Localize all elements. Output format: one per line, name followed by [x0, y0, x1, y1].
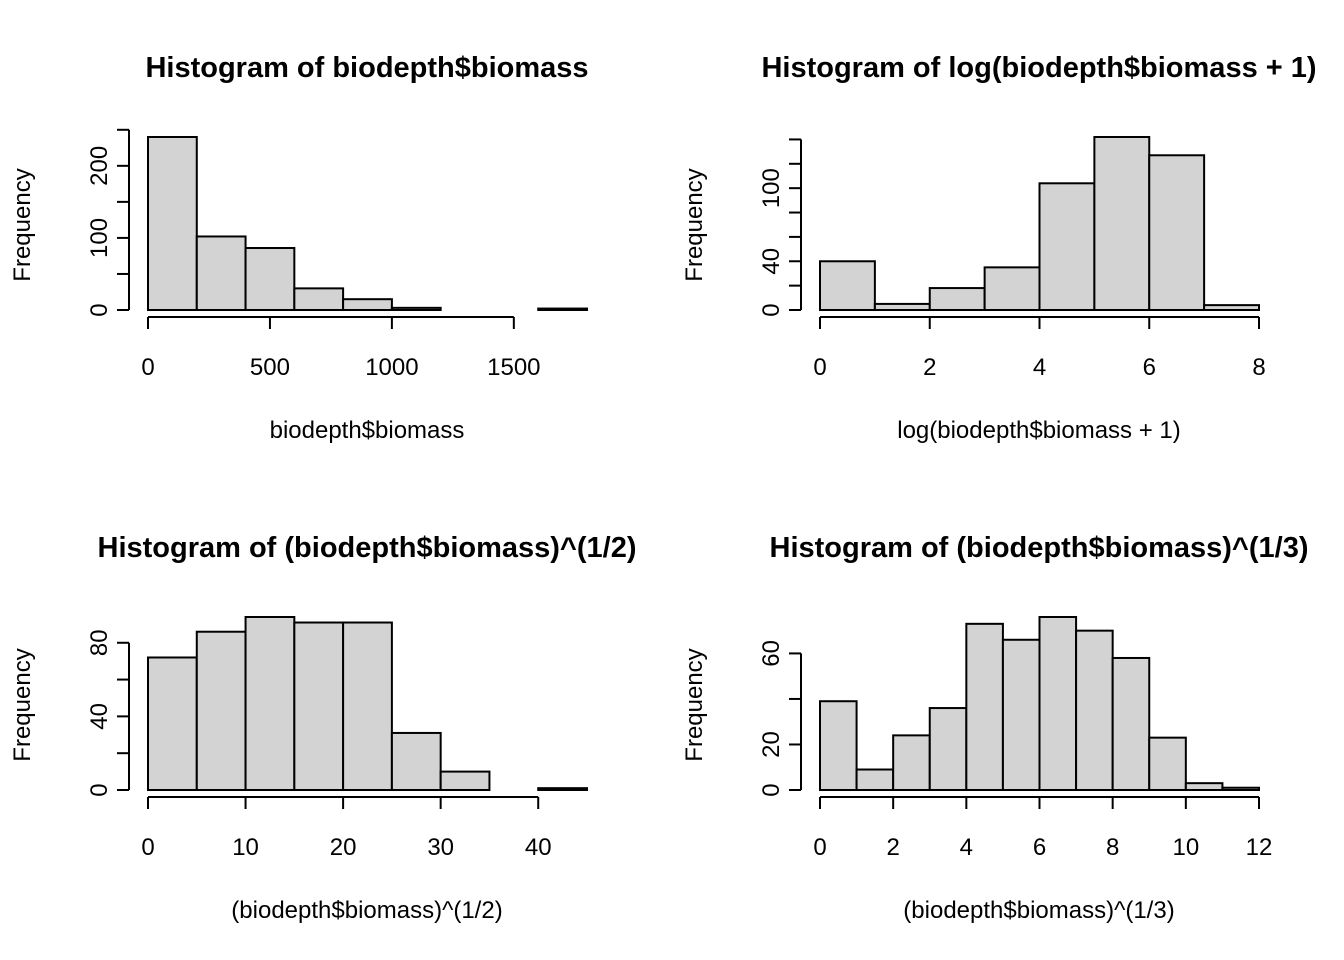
- histogram-bar: [147, 136, 198, 311]
- y-tick-label: 40: [758, 248, 785, 275]
- x-axis-label: biodepth$biomass: [270, 417, 465, 444]
- x-axis-label: log(biodepth$biomass + 1): [897, 417, 1181, 444]
- histogram-bar: [855, 768, 895, 792]
- x-tick-label: 2: [923, 354, 936, 381]
- histogram-bar: [965, 622, 1004, 791]
- y-axis-label: Frequency: [9, 648, 36, 761]
- y-tick-label: 40: [86, 703, 113, 730]
- x-tick-label: 12: [1246, 834, 1273, 861]
- x-tick-label: 4: [1033, 354, 1046, 381]
- histogram-bar: [147, 656, 198, 792]
- x-tick-label: 2: [886, 834, 899, 861]
- histogram-panel-2: Histogram of log(biodepth$biomass + 1) 0 2…: [681, 52, 1317, 444]
- y-tick-label: 80: [86, 629, 113, 656]
- histogram-panel-3: Histogram of (biodepth$biomass)^(1/2) 0 10…: [9, 532, 636, 924]
- histogram-bar: [537, 787, 589, 791]
- histogram-bar: [1221, 786, 1260, 792]
- histogram-bar: [873, 302, 931, 311]
- histogram-bar: [1001, 638, 1041, 792]
- histogram-bar: [1184, 782, 1224, 792]
- x-tick-label: 30: [427, 834, 454, 861]
- histogram-bar: [892, 734, 931, 791]
- x-tick-label: 0: [813, 834, 826, 861]
- x-tick-label: 10: [232, 834, 259, 861]
- histogram-bar: [819, 260, 876, 312]
- chart-title: Histogram of (biodepth$biomass)^(1/3): [770, 532, 1309, 564]
- x-tick-label: 10: [1172, 834, 1199, 861]
- x-tick-label: 0: [813, 354, 826, 381]
- x-tick-label: 500: [250, 354, 290, 381]
- y-tick-label: 100: [86, 218, 113, 258]
- x-axis-label: (biodepth$biomass)^(1/3): [903, 897, 1174, 924]
- y-axis-label: Frequency: [681, 648, 708, 761]
- x-tick-label: 8: [1106, 834, 1119, 861]
- y-tick-label: 200: [86, 146, 113, 186]
- histogram-bar: [1111, 656, 1151, 792]
- histogram-bar: [195, 235, 247, 312]
- y-tick-label: 0: [86, 783, 113, 796]
- histogram-bar: [293, 287, 345, 311]
- histogram-bar: [1148, 154, 1206, 311]
- histogram-bar: [928, 287, 986, 312]
- histogram-bar: [1038, 182, 1096, 311]
- y-tick-label: 100: [758, 168, 785, 208]
- chart-title: Histogram of biodepth$biomass: [145, 52, 588, 84]
- y-tick-label: 20: [758, 731, 785, 758]
- histogram-bar: [342, 298, 393, 311]
- histogram-bar: [928, 707, 968, 791]
- y-axis-label: Frequency: [9, 168, 36, 281]
- histogram-bar: [1038, 616, 1078, 791]
- histogram-bar: [293, 621, 345, 792]
- histogram-bar: [390, 731, 442, 792]
- histogram-bar: [1075, 629, 1114, 791]
- histogram-bar: [439, 770, 491, 792]
- histogram-panel-4: Histogram of (biodepth$biomass)^(1/3) 0 2 4…: [681, 532, 1308, 924]
- x-tick-label: 0: [141, 834, 154, 861]
- x-tick-label: 6: [1143, 354, 1156, 381]
- histogram-bar: [1148, 736, 1187, 791]
- x-tick-label: 4: [960, 834, 973, 861]
- x-tick-label: 8: [1252, 354, 1265, 381]
- y-tick-label: 0: [758, 303, 785, 316]
- y-axis-label: Frequency: [681, 168, 708, 281]
- histogram-bar: [1203, 304, 1260, 312]
- histogram-bar: [244, 247, 296, 311]
- x-tick-label: 0: [141, 354, 154, 381]
- x-tick-label: 6: [1033, 834, 1046, 861]
- x-tick-label: 20: [330, 834, 357, 861]
- histogram-bar: [537, 307, 589, 311]
- histogram-bar: [244, 616, 296, 791]
- histogram-bar: [819, 700, 858, 792]
- histogram-bar: [983, 266, 1041, 312]
- histogram-bar: [342, 621, 393, 792]
- x-axis-label: (biodepth$biomass)^(1/2): [231, 897, 502, 924]
- histogram-bar: [390, 306, 442, 311]
- x-tick-label: 1000: [365, 354, 418, 381]
- histogram-bar: [195, 630, 247, 791]
- y-tick-label: 0: [86, 303, 113, 316]
- histogram-bar: [1093, 136, 1151, 311]
- y-tick-label: 60: [758, 640, 785, 667]
- chart-title: Histogram of log(biodepth$biomass + 1): [761, 52, 1316, 84]
- chart-title: Histogram of (biodepth$biomass)^(1/2): [98, 532, 637, 564]
- x-tick-label: 1500: [487, 354, 540, 381]
- y-tick-label: 0: [758, 783, 785, 796]
- x-tick-label: 40: [525, 834, 552, 861]
